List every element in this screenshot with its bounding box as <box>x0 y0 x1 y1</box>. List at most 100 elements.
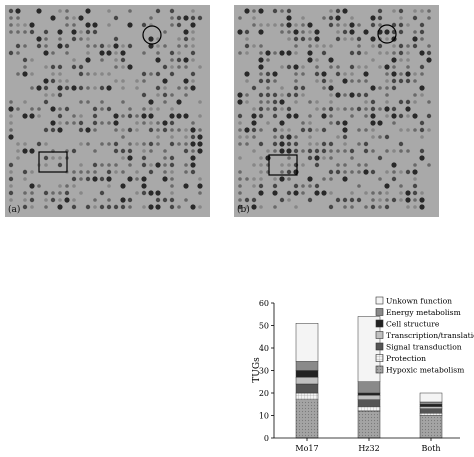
array-spot <box>149 16 153 20</box>
array-spot <box>176 113 182 119</box>
array-spot <box>198 128 202 132</box>
array-spot <box>293 64 299 70</box>
array-spot <box>363 71 369 77</box>
array-spot <box>176 22 182 28</box>
array-spot <box>349 148 355 154</box>
array-spot <box>293 190 299 196</box>
array-spot <box>378 135 382 139</box>
array-spot <box>343 37 347 41</box>
array-spot <box>238 128 242 132</box>
array-spot <box>399 198 403 202</box>
array-spot <box>22 71 28 77</box>
array-spot <box>244 29 250 35</box>
array-spot <box>307 22 313 28</box>
array-spot <box>36 8 42 14</box>
x-tick-label: Both <box>421 444 440 453</box>
array-spot <box>427 100 431 104</box>
array-spot <box>266 121 270 125</box>
array-spot <box>177 86 181 90</box>
array-spot <box>258 29 264 35</box>
array-spot <box>413 79 417 83</box>
array-spot <box>64 106 70 112</box>
array-spot <box>57 43 63 49</box>
array-spot <box>426 57 432 63</box>
array-spot <box>385 51 389 55</box>
array-spot <box>258 8 264 14</box>
array-spot <box>148 36 154 42</box>
array-spot <box>363 92 369 98</box>
array-spot <box>370 169 376 175</box>
array-spot <box>412 113 418 119</box>
array-spot <box>169 113 175 119</box>
bar-segment-hypoxic-metabolism <box>419 415 443 439</box>
array-spot <box>155 85 161 91</box>
array-spot <box>127 155 133 161</box>
array-spot <box>78 15 84 21</box>
array-spot <box>280 128 284 132</box>
array-spot <box>183 57 189 63</box>
array-spot <box>79 30 83 34</box>
array-spot <box>335 197 341 203</box>
array-spot <box>328 204 334 210</box>
array-spot <box>43 29 49 35</box>
array-spot <box>191 58 195 62</box>
array-spot <box>121 65 125 69</box>
array-spot <box>266 100 270 104</box>
array-spot <box>406 114 410 118</box>
array-spot <box>29 22 35 28</box>
y-axis: 0 10 20 30 40 50 60 <box>259 299 275 443</box>
array-spot <box>420 9 424 13</box>
array-spot <box>350 107 354 111</box>
array-spot <box>9 128 13 132</box>
array-spot <box>251 113 257 119</box>
array-spot <box>65 9 69 13</box>
array-spot <box>106 204 112 210</box>
array-spot <box>100 72 104 76</box>
array-spot <box>273 177 277 181</box>
array-spot <box>100 121 104 125</box>
array-spot <box>113 43 119 49</box>
array-spot <box>16 51 20 55</box>
array-spot <box>280 9 284 13</box>
array-spot <box>114 170 118 174</box>
array-spot <box>99 43 105 49</box>
array-spot <box>29 148 35 154</box>
array-spot <box>294 72 298 76</box>
array-spot <box>335 71 341 77</box>
array-spot <box>148 43 154 49</box>
array-spot <box>71 64 77 70</box>
array-spot <box>280 23 284 27</box>
array-spot <box>266 86 270 90</box>
array-spot <box>16 107 20 111</box>
bar-segment-transcription-translation <box>357 395 381 400</box>
array-spot <box>37 107 41 111</box>
array-spot <box>307 127 313 133</box>
array-spot <box>370 22 376 28</box>
array-spot <box>106 50 112 56</box>
array-spot <box>85 29 91 35</box>
array-spot <box>30 191 34 195</box>
array-spot <box>113 15 119 21</box>
array-spot <box>405 169 411 175</box>
array-spot <box>23 142 27 146</box>
array-spot <box>280 93 284 97</box>
array-spot <box>238 184 242 188</box>
array-spot <box>100 58 104 62</box>
array-spot <box>259 44 263 48</box>
array-spot <box>58 198 62 202</box>
array-spot <box>72 23 76 27</box>
array-spot <box>384 64 390 70</box>
array-spot <box>93 72 97 76</box>
array-spot <box>8 176 14 182</box>
array-spot <box>16 16 20 20</box>
array-spot <box>357 184 361 188</box>
array-spot <box>371 198 375 202</box>
array-spot <box>51 156 55 160</box>
array-spot <box>245 177 249 181</box>
bar-segment-unkown-function <box>419 392 443 403</box>
array-spot <box>336 149 340 153</box>
array-spot <box>177 51 181 55</box>
array-spot <box>279 120 285 126</box>
array-spot <box>169 197 175 203</box>
array-spot <box>121 156 125 160</box>
